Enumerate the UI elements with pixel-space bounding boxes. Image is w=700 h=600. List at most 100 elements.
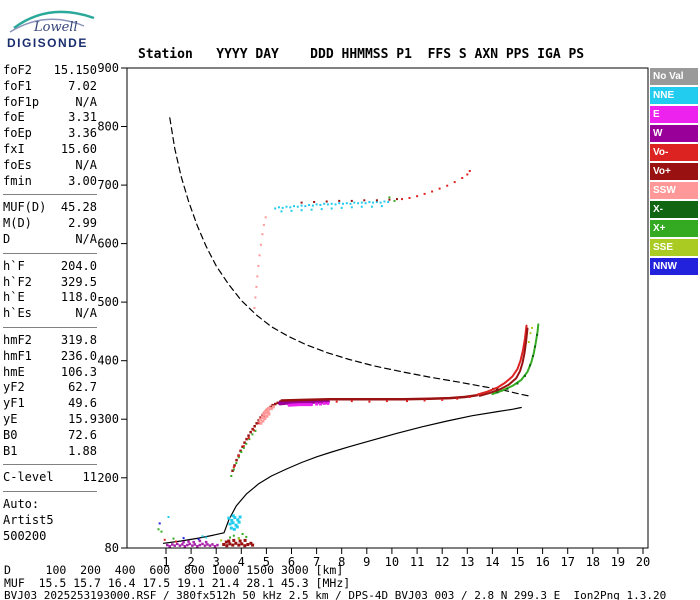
- parameter-value: 106.3: [60, 364, 97, 379]
- svg-text:200: 200: [97, 471, 119, 485]
- logo-swoosh2-icon: [9, 18, 85, 33]
- parameter-value: N/A: [75, 231, 97, 246]
- direction-color-legend: No Val NNE E W Vo- Vo+ SSW X- X+ SSE NNW: [650, 68, 698, 277]
- parameter-row: fmin 3.00: [3, 174, 97, 190]
- parameter-name: foF1p: [3, 94, 40, 109]
- parameter-row: foEs N/A: [3, 158, 97, 174]
- parameter-name: foEp: [3, 126, 32, 141]
- parameter-value: 15.150: [53, 63, 97, 77]
- parameter-row: B0 72.6: [3, 428, 97, 444]
- muf-row: MUF 15.5 15.7 16.4 17.5 19.1 21.4 28.1 4…: [4, 575, 351, 590]
- series-f2hop-band-vo-plus: [300, 198, 398, 204]
- logo-digisonde-text: DIGISONDE: [7, 36, 88, 50]
- parameter-name: yF2: [3, 380, 25, 395]
- parameter-row: h`F2 329.5: [3, 275, 97, 291]
- parameter-name: h`F: [3, 258, 25, 273]
- parameter-name: C-level: [3, 470, 54, 485]
- svg-text:3: 3: [213, 555, 220, 569]
- series-flat-dots-vo-minus: [335, 396, 471, 403]
- status-line: BVJ03_2025253193000.RSF / 380fx512h 50 k…: [4, 589, 667, 600]
- parameter-name: hmF1: [3, 348, 32, 363]
- svg-text:19: 19: [611, 555, 625, 569]
- parameter-row: foEp 3.36: [3, 126, 97, 142]
- parameter-name: D: [3, 231, 11, 246]
- parameter-row: hmF1 236.0: [3, 349, 97, 365]
- svg-text:10: 10: [385, 555, 399, 569]
- parameter-name: fxI: [3, 141, 25, 156]
- parameter-name: fmin: [3, 173, 32, 188]
- d-distance-row: D 100 200 400 600 800 1000 1500 3000 [km…: [4, 563, 344, 577]
- svg-text:11: 11: [410, 555, 424, 569]
- parameter-row: foF2 15.150: [3, 63, 97, 79]
- parameter-row: h`Es N/A: [3, 306, 97, 322]
- legend-item-nne: NNE: [650, 87, 698, 104]
- series-otrace-asymptote-vo-plus: [478, 327, 529, 397]
- parameter-value: 11: [82, 470, 97, 485]
- legend-item-sse: SSE: [650, 239, 698, 256]
- digisonde-logo: Lowell DIGISONDE: [4, 2, 116, 56]
- series-muf3000-transmission-curve: [169, 117, 532, 397]
- parameter-name: foE: [3, 110, 25, 125]
- parameter-row: fxI 15.60: [3, 142, 97, 158]
- parameter-row: B1 1.88: [3, 444, 97, 460]
- plot-frame: [126, 67, 649, 549]
- parameter-value: 2.99: [68, 216, 97, 231]
- parameter-value: 3.00: [68, 173, 97, 188]
- svg-text:700: 700: [97, 178, 119, 192]
- series-true-height-profile: [162, 406, 522, 544]
- series-f2hop-arc-vo-minus: [401, 170, 471, 201]
- parameter-value: 319.8: [60, 332, 97, 347]
- parameter-row: foE 3.31: [3, 110, 97, 126]
- svg-text:14: 14: [485, 555, 499, 569]
- param-group-divider: [3, 252, 97, 254]
- parameter-name: hmF2: [3, 332, 32, 347]
- series-flat-trace-vo-plus: [280, 393, 479, 402]
- parameter-row: foF1p N/A: [3, 95, 97, 111]
- parameter-value: 72.6: [68, 427, 97, 442]
- parameter-row: yF1 49.6: [3, 396, 97, 412]
- legend-item-x-: X+: [650, 220, 698, 237]
- series-noise-blue-specks: [158, 522, 200, 541]
- parameter-row: yF2 62.7: [3, 380, 97, 396]
- parameter-value: 3.31: [68, 110, 97, 125]
- series-noise-blob-vo-plus: [222, 538, 255, 548]
- legend-item-vo-: Vo-: [650, 144, 698, 161]
- svg-text:300: 300: [97, 412, 119, 426]
- svg-text:18: 18: [586, 555, 600, 569]
- parameter-name: h`Es: [3, 306, 32, 321]
- svg-text:600: 600: [97, 237, 119, 251]
- parameter-name: h`F2: [3, 274, 32, 289]
- legend-item-no-val: No Val: [650, 68, 698, 85]
- series-noise-patch-nne: [227, 514, 242, 531]
- svg-text:20: 20: [636, 555, 650, 569]
- trace-layer: [157, 117, 540, 548]
- d-muf-table: D 100 200 400 600 800 1000 1500 3000 [km…: [4, 564, 350, 589]
- param-group-divider: [3, 194, 97, 196]
- svg-text:4: 4: [238, 555, 245, 569]
- parameter-value: 49.6: [68, 396, 97, 411]
- legend-item-e: E: [650, 106, 698, 123]
- svg-text:16: 16: [535, 555, 549, 569]
- parameter-value: 45.28: [60, 200, 97, 215]
- parameter-value: 15.60: [60, 141, 97, 156]
- param-group-divider: [3, 464, 97, 466]
- parameter-row: Artist5: [3, 513, 97, 529]
- legend-item-x-: X-: [650, 201, 698, 218]
- x-axis-ticks: 1 2 3 4 5 6 7 8 9 10 11 12 13 14 15 16 17 18 19 20: [162, 548, 650, 569]
- svg-text:8: 8: [338, 555, 345, 569]
- parameter-value: 204.0: [60, 258, 97, 273]
- svg-text:6: 6: [288, 555, 295, 569]
- parameter-value: 62.7: [68, 380, 97, 395]
- parameter-name: B1: [3, 443, 18, 458]
- series-sse-specks: [220, 326, 533, 542]
- parameter-row: h`F 204.0: [3, 259, 97, 275]
- series-flat-segment-w: [278, 399, 330, 406]
- parameter-name: Artist5: [3, 512, 54, 527]
- parameter-row: hmE 106.3: [3, 365, 97, 381]
- svg-text:7: 7: [313, 555, 320, 569]
- parameter-row: 500200: [3, 529, 97, 545]
- parameter-row: hmF2 319.8: [3, 333, 97, 349]
- svg-text:5: 5: [263, 555, 270, 569]
